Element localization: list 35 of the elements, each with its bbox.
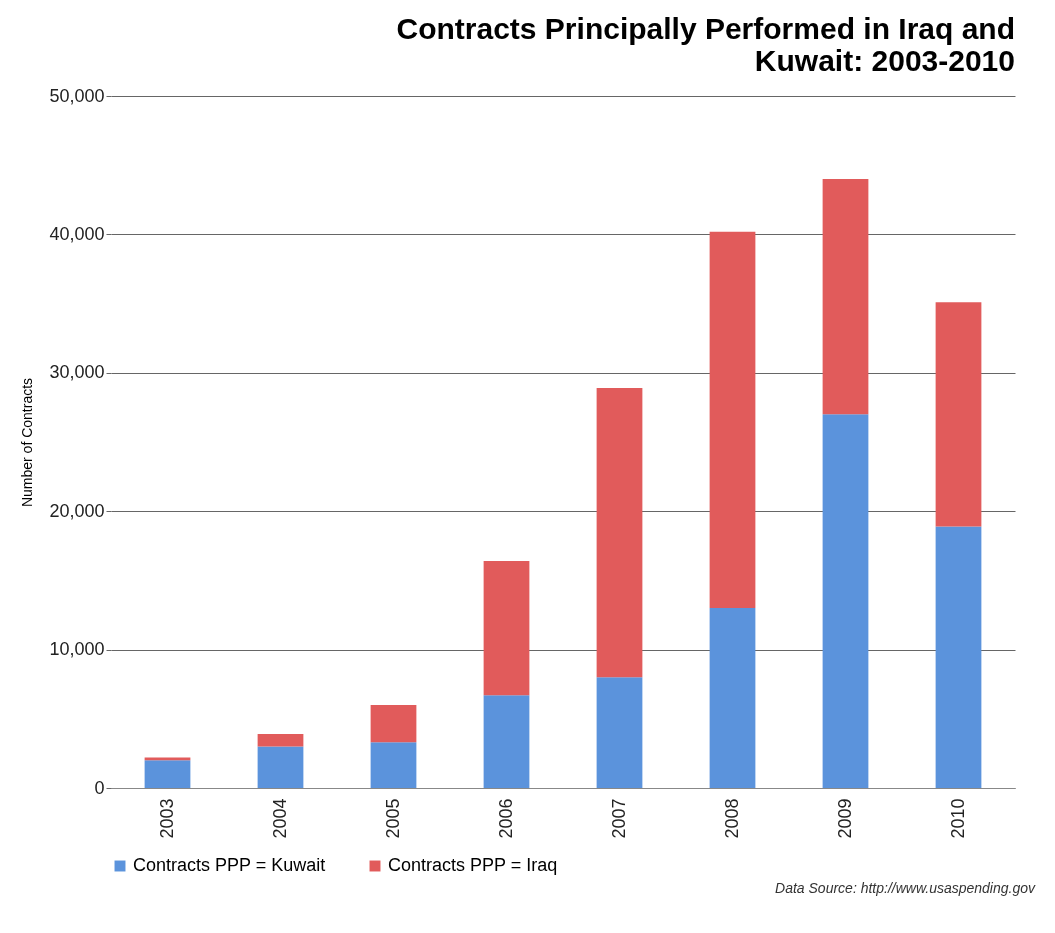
- bar: [370, 742, 417, 788]
- bar: [257, 734, 304, 747]
- legend-label: Contracts PPP = Iraq: [388, 855, 558, 875]
- legend-label: Contracts PPP = Kuwait: [133, 855, 326, 875]
- bar: [709, 608, 756, 788]
- x-tick-label: 2007: [608, 798, 629, 839]
- y-tick-label: 20,000: [49, 500, 105, 521]
- bar: [935, 302, 982, 527]
- y-tick-label: 40,000: [49, 223, 105, 244]
- bar: [483, 561, 530, 696]
- x-tick-label: 2008: [721, 798, 742, 839]
- y-axis-title: Number of Contracts: [19, 377, 36, 508]
- x-tick-label: 2004: [269, 798, 290, 839]
- bar: [822, 179, 869, 415]
- y-tick-label: 50,000: [49, 85, 105, 106]
- bar: [709, 231, 756, 609]
- bar: [370, 704, 417, 743]
- y-tick-label: 30,000: [49, 362, 105, 383]
- bar: [596, 388, 643, 678]
- bar: [257, 746, 304, 788]
- bar: [822, 414, 869, 788]
- source-note: Data Source: http://www.usaspending.gov: [774, 880, 1035, 896]
- text: Contracts Principally Performed in Iraq and: [396, 12, 1015, 45]
- bar: [144, 760, 191, 788]
- text: Kuwait: 2003-2010: [754, 44, 1015, 77]
- x-tick-label: 2009: [834, 798, 855, 839]
- y-tick-label: 0: [94, 777, 105, 798]
- x-tick-label: 2006: [495, 798, 516, 839]
- x-tick-label: 2010: [947, 798, 968, 839]
- bar: [596, 677, 643, 788]
- y-tick-label: 10,000: [49, 639, 105, 660]
- bar: [935, 526, 982, 788]
- x-tick-label: 2005: [382, 798, 403, 839]
- x-tick-label: 2003: [156, 798, 177, 839]
- bar: [483, 695, 530, 788]
